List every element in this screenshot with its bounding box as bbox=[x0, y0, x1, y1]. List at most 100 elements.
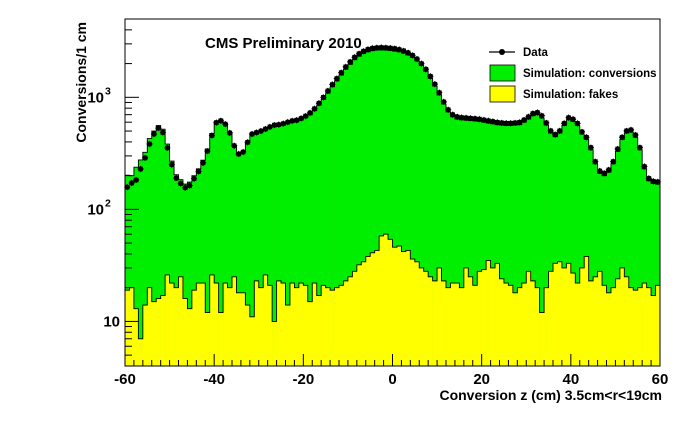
data-point-core bbox=[245, 139, 250, 145]
fakes-bar bbox=[147, 287, 153, 366]
legend-label-conversions: Simulation: conversions bbox=[523, 68, 657, 80]
fakes-bar bbox=[263, 274, 268, 366]
data-point-core bbox=[575, 121, 580, 126]
data-point-core bbox=[209, 133, 215, 138]
fakes-bar bbox=[325, 287, 331, 366]
data-point-core bbox=[272, 122, 277, 128]
data-point-core bbox=[633, 132, 638, 138]
legend-swatch-fakes bbox=[489, 85, 516, 103]
data-point-core bbox=[544, 120, 549, 126]
conversions-bar bbox=[575, 125, 581, 366]
x-tick-label: 40 bbox=[562, 371, 579, 388]
conversions-bar bbox=[165, 144, 170, 366]
conversions-bar bbox=[432, 86, 438, 366]
fakes-bar bbox=[517, 287, 523, 366]
conversions-bar bbox=[312, 110, 318, 366]
fakes-bar bbox=[579, 267, 585, 366]
fakes-bar bbox=[414, 261, 420, 366]
conversions-bar bbox=[214, 121, 219, 367]
conversions-bar bbox=[307, 114, 313, 366]
conversions-bar bbox=[254, 132, 260, 366]
conversions-bar bbox=[321, 99, 326, 367]
conversions-bar bbox=[530, 115, 536, 366]
conversions-bar bbox=[548, 133, 554, 366]
fakes-bar bbox=[495, 263, 500, 366]
conversions-bar bbox=[151, 131, 157, 366]
data-point-core bbox=[280, 121, 286, 126]
fakes-bar bbox=[142, 305, 148, 366]
conversions-bar bbox=[414, 60, 420, 366]
fakes-bar bbox=[544, 287, 549, 366]
data-point-core bbox=[610, 159, 616, 164]
data-point-core bbox=[486, 118, 491, 124]
fakes-bar bbox=[200, 283, 206, 366]
data-point-core bbox=[254, 130, 259, 135]
data-point-core bbox=[294, 117, 299, 123]
data-point-core bbox=[173, 175, 179, 181]
data-point-core bbox=[437, 90, 442, 95]
y-tick-label: 10 bbox=[103, 313, 120, 330]
conversions-bar bbox=[441, 104, 447, 366]
data-point-core bbox=[499, 120, 505, 126]
fakes-bar bbox=[312, 283, 318, 366]
conversions-bar bbox=[191, 175, 197, 366]
fakes-bar bbox=[597, 271, 603, 366]
data-point-core bbox=[343, 64, 348, 70]
y-tick-exponent: 2 bbox=[105, 197, 111, 209]
fakes-bar bbox=[628, 287, 634, 366]
fakes-bar bbox=[156, 298, 161, 366]
data-point-core bbox=[481, 117, 487, 123]
data-point-core bbox=[138, 166, 143, 172]
fakes-bar bbox=[503, 283, 509, 366]
conversions-bar bbox=[481, 122, 487, 367]
fakes-bar bbox=[610, 287, 616, 366]
fakes-bar bbox=[651, 295, 656, 366]
data-point-core bbox=[548, 128, 554, 134]
conversions-bar bbox=[512, 125, 518, 366]
conversions-bar bbox=[218, 119, 224, 366]
conversions-bar bbox=[490, 123, 496, 366]
fakes-bar bbox=[450, 283, 456, 366]
legend-marker-data bbox=[499, 49, 505, 55]
fakes-bar bbox=[428, 276, 433, 366]
conversions-bar bbox=[272, 125, 277, 367]
conversions-bar bbox=[392, 51, 398, 366]
fakes-bar bbox=[606, 292, 612, 366]
conversions-bar bbox=[138, 159, 144, 366]
conversions-bar bbox=[169, 161, 175, 366]
data-point-core bbox=[597, 168, 603, 174]
data-point-core bbox=[316, 100, 322, 106]
fakes-bar bbox=[125, 290, 130, 366]
conversions-bar bbox=[156, 125, 161, 366]
conversions-bar bbox=[240, 151, 246, 366]
fakes-bar bbox=[379, 235, 384, 366]
fakes-bar bbox=[169, 283, 175, 366]
data-point-core bbox=[441, 99, 447, 105]
data-point-core bbox=[303, 113, 308, 119]
conversions-bar bbox=[463, 120, 469, 366]
conversions-bar bbox=[454, 119, 460, 366]
conversions-bar bbox=[160, 129, 166, 366]
data-point-core bbox=[325, 88, 331, 94]
data-point-core bbox=[124, 184, 130, 190]
conversions-bar bbox=[437, 94, 442, 366]
data-point-core bbox=[258, 128, 264, 134]
data-point-core bbox=[187, 183, 192, 188]
conversions-bar bbox=[388, 50, 393, 366]
fakes-bar bbox=[472, 285, 478, 366]
data-point-core bbox=[552, 132, 558, 137]
fakes-bar bbox=[294, 287, 300, 366]
fakes-bar bbox=[160, 295, 166, 366]
fakes-bar bbox=[655, 285, 661, 366]
data-point-core bbox=[405, 50, 411, 56]
fakes-bar bbox=[392, 247, 398, 366]
conversions-bar bbox=[276, 125, 282, 366]
data-point-core bbox=[530, 111, 536, 116]
data-point-core bbox=[606, 167, 612, 173]
fakes-bar bbox=[575, 283, 581, 366]
fakes-bar bbox=[566, 263, 572, 366]
conversions-bar bbox=[561, 125, 567, 366]
fakes-bar bbox=[539, 312, 545, 366]
data-point-core bbox=[165, 145, 170, 151]
data-point-core bbox=[330, 82, 335, 87]
